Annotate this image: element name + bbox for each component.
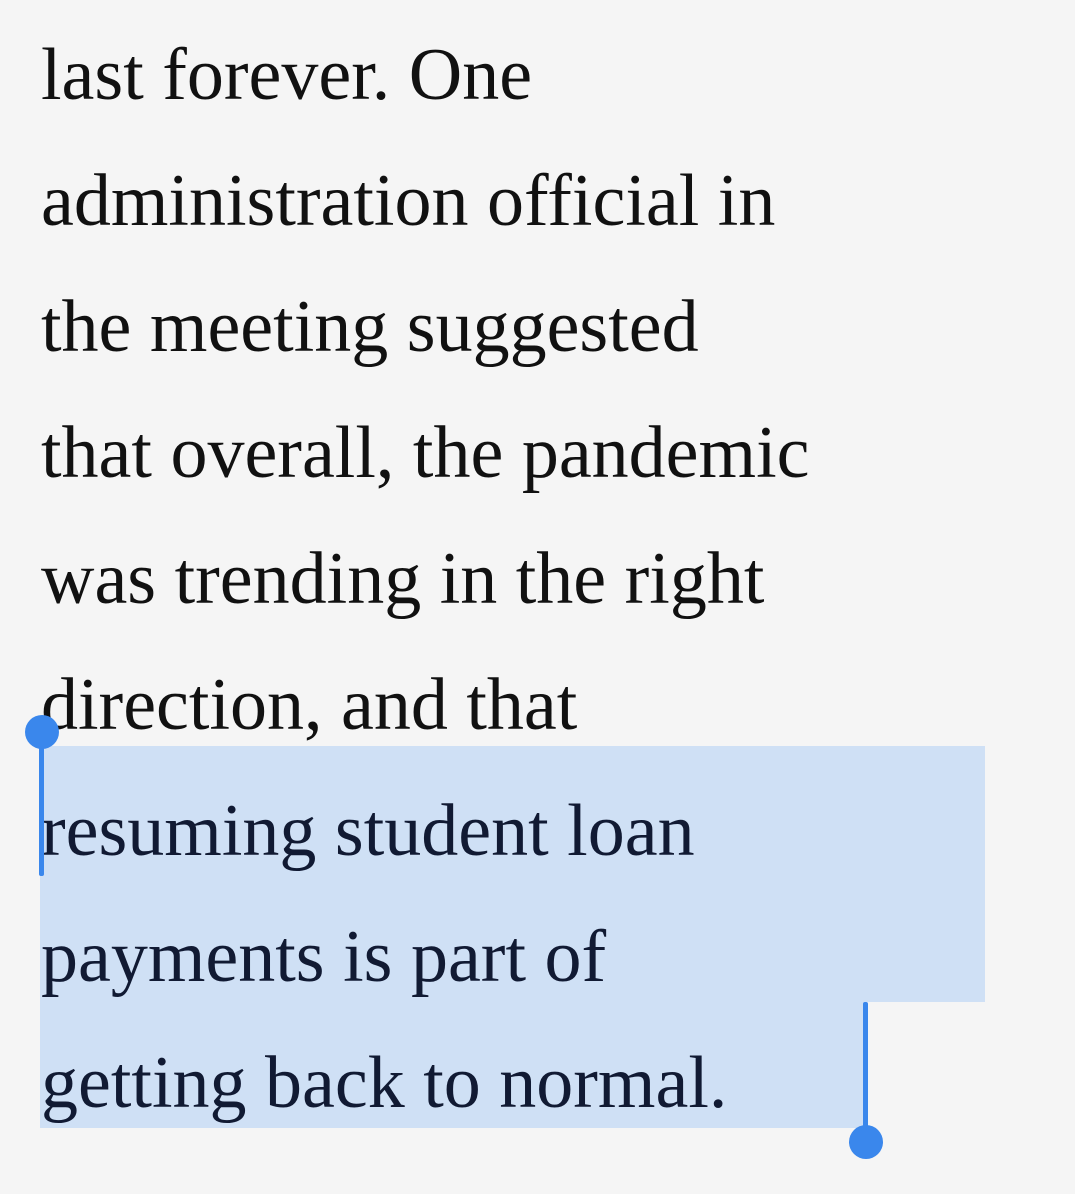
selection-start-handle-knob[interactable]: [25, 715, 59, 749]
text-selection-highlight: [40, 746, 985, 1002]
selection-start-handle-icon[interactable]: [39, 740, 44, 876]
paragraph-line[interactable]: the meeting suggested: [41, 286, 699, 368]
selected-paragraph-line[interactable]: resuming student loan: [41, 790, 695, 872]
selection-end-handle-knob[interactable]: [849, 1125, 883, 1159]
paragraph-line[interactable]: last forever. One: [41, 34, 533, 116]
selection-end-handle-icon[interactable]: [863, 1002, 868, 1138]
selected-paragraph-line[interactable]: getting back to normal.: [41, 1042, 728, 1124]
selected-paragraph-line[interactable]: payments is part of: [41, 916, 607, 998]
text-selection-highlight: [40, 1002, 866, 1128]
paragraph-line[interactable]: direction, and that: [41, 664, 578, 746]
paragraph-line[interactable]: was trending in the right: [41, 538, 765, 620]
paragraph-line[interactable]: that overall, the pandemic: [41, 412, 810, 494]
paragraph-line[interactable]: administration official in: [41, 160, 776, 242]
